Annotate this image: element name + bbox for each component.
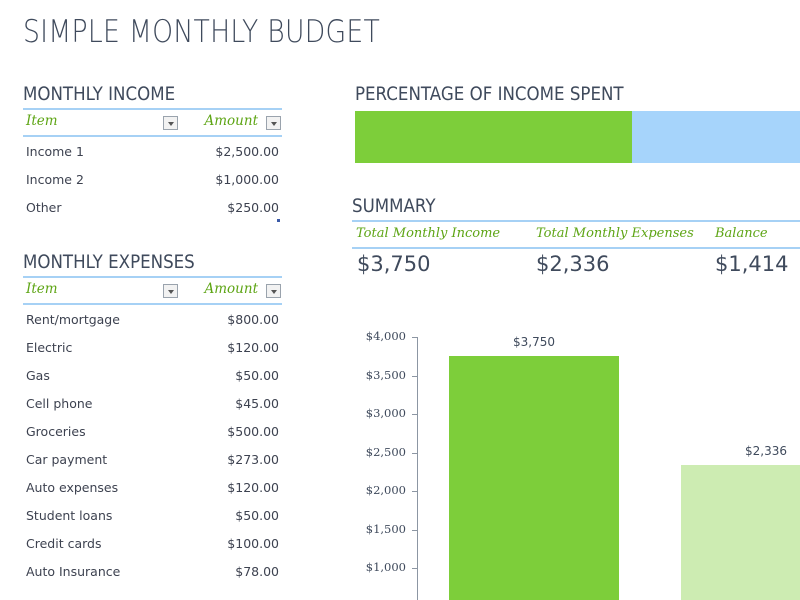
total-income-value: $3,750 [357,252,431,276]
item-cell[interactable]: Car payment [26,452,108,467]
y-axis [417,337,418,600]
y-tick [412,375,417,377]
amount-cell[interactable]: $120.00 [227,480,279,495]
income-rows: Income 1 $2,500.00 Income 2 $1,000.00 Other $… [23,137,282,221]
page-title: SIMPLE MONTHLY BUDGET [23,14,381,50]
amount-cell[interactable]: $78.00 [235,564,279,579]
total-income-label: Total Monthly Income [356,226,501,241]
amount-filter-dropdown-icon[interactable] [266,284,281,298]
table-row[interactable]: Groceries $500.00 [23,417,282,445]
amount-cell[interactable]: $120.00 [227,340,279,355]
expenses-table: Item Amount Rent/mortgage $800.00 Electric… [23,276,282,585]
table-row[interactable]: Rent/mortgage $800.00 [23,305,282,333]
expense-rows: Rent/mortgage $800.00 Electric $120.00 Gas $5… [23,305,282,585]
income-vs-expenses-chart[interactable]: $4,000 $3,500 $3,000 $2,500 $2,000 $1,500 $1,0… [340,320,800,600]
table-row[interactable]: Student loans $50.00 [23,501,282,529]
percent-spent-heading: PERCENTAGE OF INCOME SPENT [355,84,624,105]
y-tick-label: $4,000 [365,329,406,343]
balance-value: $1,414 [715,252,789,276]
table-row[interactable]: Income 1 $2,500.00 [23,137,282,165]
y-tick-label: $1,000 [365,560,406,574]
column-header-item: Item [26,113,58,129]
bar-data-label: $3,750 [513,335,555,350]
amount-cell[interactable]: $500.00 [227,424,279,439]
amount-cell[interactable]: $273.00 [227,452,279,467]
expenses-bar[interactable] [681,465,800,600]
table-row[interactable]: Credit cards $100.00 [23,529,282,557]
table-row[interactable]: Auto expenses $120.00 [23,473,282,501]
y-tick-label: $3,500 [365,367,406,382]
column-header-item: Item [26,281,58,297]
item-cell[interactable]: Auto expenses [26,480,119,495]
summary-heading: SUMMARY [352,196,436,217]
item-cell[interactable]: Student loans [26,508,113,523]
table-row[interactable]: Electric $120.00 [23,333,282,361]
y-tick [412,337,417,338]
item-filter-dropdown-icon[interactable] [163,116,178,130]
total-expenses-value: $2,336 [536,252,610,276]
amount-cell[interactable]: $45.00 [235,396,279,411]
table-row[interactable]: Auto Insurance $78.00 [23,557,282,585]
item-cell[interactable]: Gas [26,368,50,383]
y-tick-label: $2,500 [365,444,406,459]
income-bar[interactable] [449,356,619,600]
amount-cell[interactable]: $50.00 [235,368,279,383]
column-header-amount: Amount [204,113,259,129]
amount-cell[interactable]: $2,500.00 [215,144,279,159]
amount-cell[interactable]: $250.00 [227,200,279,215]
amount-cell[interactable]: $800.00 [227,312,279,327]
table-row[interactable]: Other $250.00 [23,193,282,221]
column-header-amount: Amount [204,281,259,297]
item-filter-dropdown-icon[interactable] [163,284,178,298]
expenses-heading: MONTHLY EXPENSES [23,252,195,273]
item-cell[interactable]: Income 2 [26,172,84,187]
balance-label: Balance [715,226,768,241]
item-cell[interactable]: Groceries [26,424,86,439]
item-cell[interactable]: Rent/mortgage [26,312,120,327]
y-tick [412,529,417,531]
bar-data-label: $2,336 [745,444,787,459]
income-table-header: Item Amount [23,108,282,137]
income-heading: MONTHLY INCOME [23,84,176,105]
y-tick [412,491,417,492]
amount-cell[interactable]: $50.00 [235,508,279,523]
percent-spent-bar [355,111,800,163]
table-row[interactable]: Gas $50.00 [23,361,282,389]
expenses-table-header: Item Amount [23,276,282,305]
income-table: Item Amount Income 1 $2,500.00 Income 2 $1,… [23,108,282,222]
y-tick-label: $2,000 [365,483,406,497]
y-tick-label: $3,000 [365,406,406,420]
amount-cell[interactable]: $1,000.00 [215,172,279,187]
table-row[interactable]: Income 2 $1,000.00 [23,165,282,193]
item-cell[interactable]: Auto Insurance [26,564,121,579]
y-tick [412,414,417,415]
y-tick-label: $1,500 [365,521,406,536]
percent-spent-fill [355,111,633,163]
summary-header-rule [352,220,800,249]
amount-filter-dropdown-icon[interactable] [266,116,281,130]
table-row[interactable]: Cell phone $45.00 [23,389,282,417]
item-cell[interactable]: Income 1 [26,144,84,159]
table-resize-handle[interactable] [277,219,280,222]
item-cell[interactable]: Other [26,200,62,215]
item-cell[interactable]: Credit cards [26,536,102,551]
amount-cell[interactable]: $100.00 [227,536,279,551]
table-row[interactable]: Car payment $273.00 [23,445,282,473]
total-expenses-label: Total Monthly Expenses [536,226,694,241]
y-tick [412,452,417,454]
item-cell[interactable]: Electric [26,340,73,355]
item-cell[interactable]: Cell phone [26,396,93,411]
y-tick [412,568,417,569]
